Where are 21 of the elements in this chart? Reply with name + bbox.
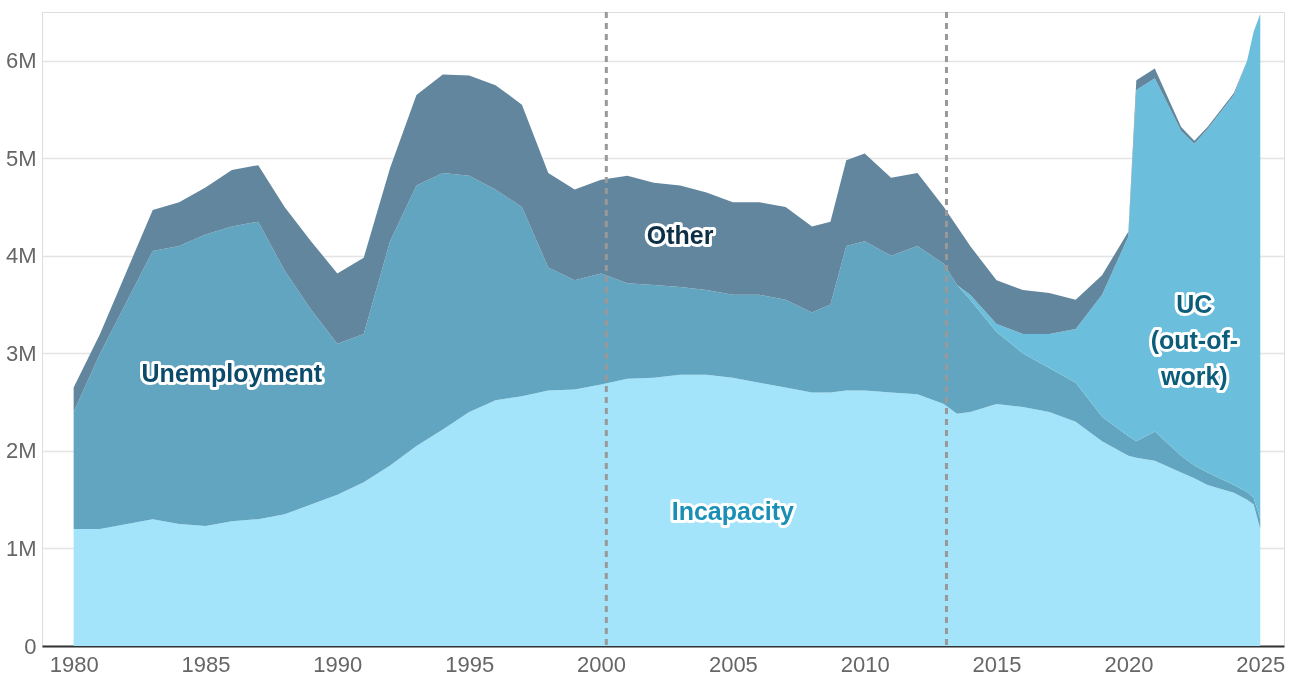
y-tick-label: 1M bbox=[5, 535, 37, 561]
series-label: Incapacity bbox=[671, 496, 795, 525]
x-tick-label: 2000 bbox=[577, 651, 627, 677]
y-tick-label: 3M bbox=[5, 340, 37, 366]
series-label: UC (out-of-work) bbox=[1150, 289, 1239, 390]
x-tick-label: 2005 bbox=[708, 651, 758, 677]
x-tick-label: 1980 bbox=[49, 651, 99, 677]
series-label: Unemployment bbox=[141, 358, 323, 387]
y-tick-label: 6M bbox=[5, 48, 37, 74]
x-tick-label: 1990 bbox=[313, 651, 363, 677]
x-tick-label: 2025 bbox=[1236, 651, 1286, 677]
x-tick-label: 2020 bbox=[1104, 651, 1154, 677]
y-tick-label: 0 bbox=[24, 633, 37, 659]
x-tick-label: 1985 bbox=[181, 651, 231, 677]
x-tick-label: 1995 bbox=[445, 651, 495, 677]
y-tick-label: 2M bbox=[5, 438, 37, 464]
x-tick-label: 2010 bbox=[840, 651, 890, 677]
y-tick-label: 5M bbox=[5, 145, 37, 171]
y-tick-label: 4M bbox=[5, 243, 37, 269]
x-tick-label: 2015 bbox=[972, 651, 1022, 677]
series-label: Other bbox=[646, 221, 714, 250]
